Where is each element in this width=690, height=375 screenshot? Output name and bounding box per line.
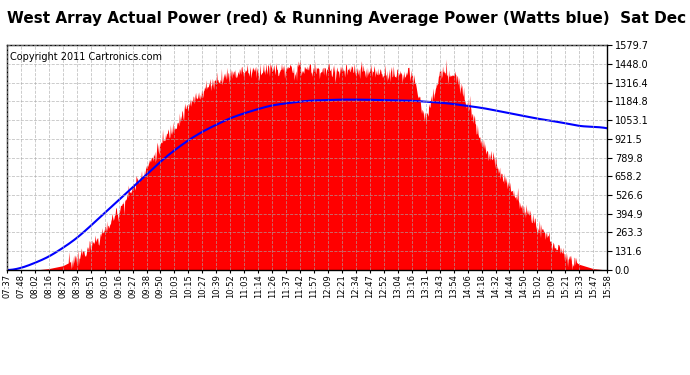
Text: Copyright 2011 Cartronics.com: Copyright 2011 Cartronics.com [10,52,162,62]
Text: West Array Actual Power (red) & Running Average Power (Watts blue)  Sat Dec 24 1: West Array Actual Power (red) & Running … [7,11,690,26]
